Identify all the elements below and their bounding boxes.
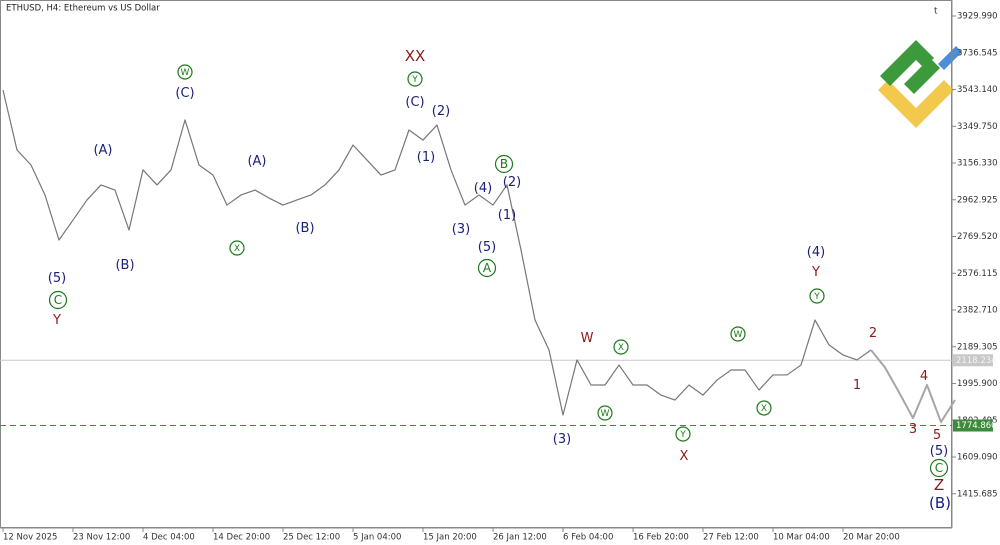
wave-label: (A)	[247, 154, 266, 169]
wave-circle	[494, 154, 514, 174]
wave-label: (5)	[48, 271, 66, 286]
wave-label: (B)	[929, 494, 951, 512]
wave-label: Y	[52, 313, 61, 328]
price-line-series	[870, 349, 956, 424]
wave-label: W	[181, 68, 190, 78]
wave-circle	[597, 405, 613, 421]
y-tick-label: 3543.140	[957, 85, 998, 95]
wave-label: (1)	[417, 150, 435, 165]
wave-label: (4)	[474, 181, 492, 196]
wave-circle	[809, 288, 825, 304]
wave-label: W	[734, 330, 743, 340]
wave-label: (C)	[175, 86, 194, 101]
x-tick-label: 27 Feb 12:00	[703, 533, 759, 543]
wave-label: W	[601, 409, 610, 419]
wave-label: (A)	[93, 143, 112, 158]
y-tick-label: 3349.750	[957, 122, 998, 132]
wave-label: A	[483, 261, 492, 275]
wave-label: W	[581, 331, 594, 346]
wave-label: 2	[869, 326, 877, 341]
wave-label: (1)	[498, 208, 516, 223]
x-tick-label: 25 Dec 12:00	[283, 533, 340, 543]
x-tick-label: 6 Feb 04:00	[563, 533, 613, 543]
wave-label: (2)	[432, 104, 450, 119]
price-label-box	[953, 354, 993, 367]
y-tick-label: 2382.710	[957, 306, 998, 316]
y-tick-label: 1995.900	[957, 379, 998, 389]
x-tick-label: 26 Jan 12:00	[493, 533, 547, 543]
y-tick-label: 2962.925	[957, 195, 998, 205]
wave-circle	[675, 426, 691, 442]
x-tick-label: 14 Dec 20:00	[213, 533, 270, 543]
y-tick-label: 2576.115	[957, 269, 998, 279]
plot-frame	[0, 0, 952, 528]
wave-label: (C)	[405, 95, 424, 110]
wave-label: Y	[811, 265, 820, 280]
y-tick-label: 2189.305	[957, 342, 998, 352]
wave-label: (3)	[553, 432, 571, 447]
price-label: 1774.860	[956, 421, 997, 431]
wave-label: (5)	[478, 240, 496, 255]
x-tick-label: 15 Jan 20:00	[423, 533, 477, 543]
y-tick-label: 1609.090	[957, 453, 998, 463]
wave-circle	[929, 458, 949, 478]
wave-label: X	[234, 244, 240, 254]
logo	[878, 40, 962, 128]
wave-label: X	[618, 343, 624, 353]
y-tick-label: 3156.330	[957, 159, 998, 169]
wave-label: 3	[909, 422, 917, 437]
x-tick-label: 4 Dec 04:00	[143, 533, 195, 543]
wave-circle	[477, 258, 497, 278]
wave-label: Y	[411, 75, 418, 85]
wave-label: X	[761, 404, 767, 414]
wave-label: C	[935, 461, 943, 475]
wave-circle	[730, 326, 746, 342]
y-tick-label: 3929.990	[957, 12, 998, 22]
wave-label: (4)	[807, 245, 825, 260]
y-tick-label: 3736.545	[957, 48, 998, 58]
x-tick-label: 5 Jan 04:00	[353, 533, 401, 543]
wave-circle	[613, 339, 629, 355]
wave-circle	[407, 71, 423, 87]
x-tick-label: 16 Feb 20:00	[633, 533, 689, 543]
y-tick-label: 2769.520	[957, 232, 998, 242]
y-tick-label: 1415.685	[957, 489, 998, 499]
wave-circle	[177, 64, 193, 80]
wave-label: 5	[933, 428, 941, 443]
wave-label: X	[680, 449, 689, 464]
toolbar-icon[interactable]: t	[934, 7, 938, 17]
x-tick-label: 12 Nov 2025	[3, 533, 57, 543]
price-line-series	[2, 89, 872, 416]
wave-label: Y	[679, 430, 686, 440]
wave-label: (B)	[295, 221, 314, 236]
x-tick-label: 23 Nov 12:00	[73, 533, 130, 543]
x-tick-label: 10 Mar 04:00	[773, 533, 830, 543]
chart-title: ETHUSD, H4: Ethereum vs US Dollar	[6, 4, 160, 14]
wave-circle	[48, 290, 68, 310]
wave-label: C	[54, 293, 62, 307]
wave-circle	[756, 400, 772, 416]
wave-label: B	[500, 157, 508, 171]
wave-label: (3)	[452, 222, 470, 237]
x-tick-label: 20 Mar 20:00	[843, 533, 900, 543]
wave-label: XX	[405, 47, 426, 65]
wave-circle	[229, 240, 245, 256]
wave-label: Y	[813, 292, 820, 302]
wave-label: 4	[920, 369, 928, 384]
wave-label: Z	[934, 476, 944, 494]
price-label: 2118.234	[956, 356, 997, 366]
wave-label: (B)	[115, 258, 134, 273]
wave-label: 1	[853, 378, 861, 393]
wave-label: (5)	[930, 444, 948, 459]
wave-label: (2)	[503, 175, 521, 190]
price-label-box	[953, 419, 993, 432]
